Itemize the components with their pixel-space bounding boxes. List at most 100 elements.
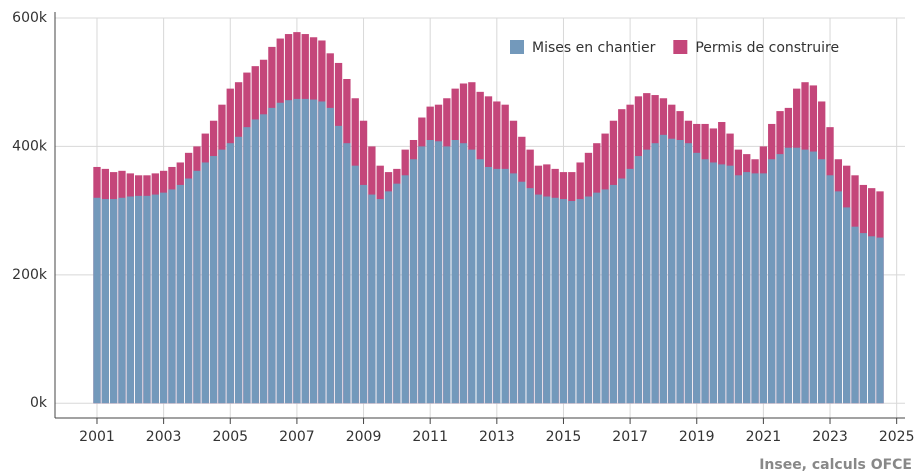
bar — [868, 236, 876, 404]
bar — [393, 183, 401, 404]
source: Insee, calculs OFCE — [759, 457, 912, 473]
bar — [743, 172, 751, 404]
bar — [359, 184, 368, 404]
bar — [818, 159, 826, 404]
legend-swatch — [510, 40, 524, 54]
bar — [709, 162, 718, 404]
bar — [509, 173, 518, 404]
bar — [726, 165, 734, 404]
bar — [301, 98, 309, 404]
bar — [618, 178, 626, 404]
bar — [418, 146, 426, 404]
bar — [759, 173, 768, 404]
x-tick-label: 2007 — [279, 429, 315, 445]
x-tick-label: 2009 — [346, 429, 382, 445]
y-tick-label: 0k — [30, 395, 48, 411]
bar — [284, 100, 293, 404]
bar — [501, 168, 509, 404]
bar — [409, 159, 418, 404]
bar — [276, 102, 284, 404]
bar — [576, 199, 584, 404]
bar — [209, 156, 218, 404]
bar — [809, 151, 818, 404]
bar — [484, 166, 493, 404]
bar — [834, 191, 843, 404]
bar — [234, 136, 243, 404]
legend-label: Permis de construire — [695, 40, 839, 56]
bar — [843, 207, 851, 404]
bar — [168, 189, 176, 404]
bar — [801, 149, 809, 404]
bar — [734, 175, 743, 404]
bar — [526, 188, 534, 404]
bar — [376, 199, 384, 404]
bar — [876, 237, 884, 404]
bar — [693, 152, 701, 404]
bar — [251, 119, 259, 404]
bar — [218, 149, 226, 404]
bar — [426, 139, 434, 404]
bar — [201, 162, 209, 404]
bar — [668, 138, 676, 404]
legend-label: Mises en chantier — [532, 40, 656, 56]
x-tick-label: 2011 — [412, 429, 448, 445]
bar — [793, 147, 801, 404]
bar — [534, 194, 543, 404]
bar — [118, 197, 126, 404]
bar — [676, 139, 684, 404]
bar — [784, 147, 793, 404]
bar — [159, 192, 168, 404]
x-tick-label: 2003 — [146, 429, 182, 445]
bar — [468, 149, 476, 404]
bar — [826, 175, 834, 404]
y-tick-label: 400k — [12, 138, 48, 154]
bar — [384, 191, 393, 404]
bar — [176, 184, 184, 404]
bar — [143, 195, 151, 404]
bar — [851, 226, 859, 404]
bar — [751, 173, 759, 404]
bar — [701, 159, 709, 404]
bar — [601, 189, 609, 404]
bar — [718, 164, 726, 404]
x-tick-label: 2019 — [679, 429, 715, 445]
bar — [659, 134, 668, 404]
bar — [226, 143, 234, 404]
bar — [326, 107, 334, 404]
bar — [401, 175, 409, 404]
bar — [193, 170, 201, 404]
bar — [634, 156, 643, 404]
bar — [334, 125, 343, 404]
bar — [593, 192, 601, 404]
bar — [293, 98, 301, 404]
bar — [451, 139, 459, 404]
x-tick-label: 2023 — [812, 429, 848, 445]
x-tick-label: 2017 — [612, 429, 648, 445]
bar — [309, 99, 318, 404]
bar — [643, 149, 651, 404]
bar — [126, 196, 134, 404]
bar — [151, 194, 159, 404]
bar — [443, 146, 451, 404]
bar — [134, 195, 143, 404]
bar — [243, 127, 251, 404]
bar — [259, 114, 268, 404]
x-tick-label: 2015 — [546, 429, 582, 445]
bar — [459, 143, 468, 404]
x-tick-label: 2025 — [879, 429, 915, 445]
bar — [626, 168, 634, 404]
bar — [101, 199, 109, 404]
bar — [776, 154, 784, 404]
bar — [568, 200, 576, 404]
bar — [543, 196, 551, 404]
legend-swatch — [673, 40, 688, 54]
bar — [351, 165, 359, 404]
bar — [493, 168, 501, 404]
bar — [684, 143, 693, 404]
bar — [768, 159, 776, 404]
y-tick-label: 200k — [12, 267, 48, 283]
bar — [518, 181, 526, 404]
bar — [109, 199, 118, 404]
